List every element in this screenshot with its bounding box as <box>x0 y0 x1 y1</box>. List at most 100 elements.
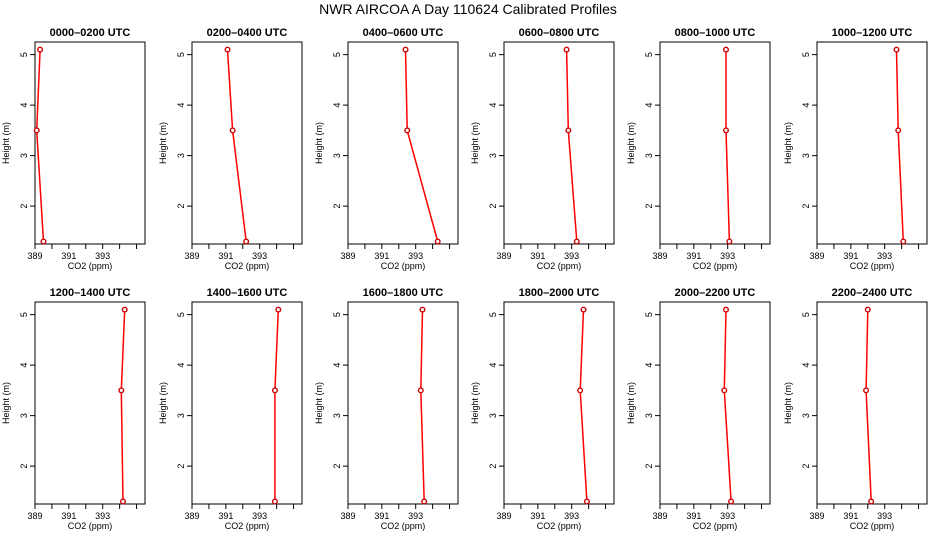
series-line <box>120 309 126 502</box>
data-point <box>563 46 570 53</box>
y-tick-label: 5 <box>332 312 342 317</box>
plot-frame <box>191 41 303 245</box>
panel-4: 0600–0800 UTC 389 391 393 2 3 4 5 CO2 (ppm) Heigh… <box>470 27 615 271</box>
panel-12: 2200–2400 UTC 389 391 393 2 3 4 5 CO2 (ppm) Heigh… <box>783 287 928 531</box>
y-tick-label: 2 <box>801 464 811 469</box>
x-tick-label: 391 <box>843 511 858 521</box>
y-tick-label: 4 <box>801 363 811 368</box>
y-tick-label: 3 <box>801 413 811 418</box>
x-tick-label: 391 <box>686 511 701 521</box>
panel-title: 0000–0200 UTC <box>50 27 131 39</box>
plot-frame <box>191 301 303 505</box>
x-axis-label: CO2 (ppm) <box>381 261 426 271</box>
data-point <box>726 238 733 245</box>
x-tick-label: 393 <box>877 511 892 521</box>
y-tick-label: 5 <box>332 52 342 57</box>
y-tick-label: 4 <box>19 363 29 368</box>
series-line <box>35 49 45 242</box>
x-tick-label: 391 <box>686 251 701 261</box>
panel-2: 0200–0400 UTC 389 391 393 2 3 4 5 CO2 (ppm) Heigh… <box>158 27 303 271</box>
data-point <box>723 46 730 53</box>
plot-frame <box>347 301 459 505</box>
plot-frame <box>816 41 928 245</box>
y-axis-label: Height (m) <box>1 122 11 164</box>
y-tick-label: 3 <box>801 153 811 158</box>
y-tick-label: 5 <box>19 312 29 317</box>
panel-9: 1600–1800 UTC 389 391 393 2 3 4 5 CO2 (ppm) Heigh… <box>314 287 459 531</box>
y-tick-label: 4 <box>801 103 811 108</box>
x-tick-label: 391 <box>61 511 76 521</box>
plot-frame <box>347 41 459 245</box>
data-point <box>33 127 40 134</box>
data-point <box>565 127 572 134</box>
panel-6: 1000–1200 UTC 389 391 393 2 3 4 5 CO2 (ppm) Heigh… <box>783 27 928 271</box>
y-tick-label: 2 <box>332 204 342 209</box>
y-tick-label: 4 <box>332 103 342 108</box>
y-tick-label: 2 <box>19 464 29 469</box>
panel-1: 0000–0200 UTC 389 391 393 2 3 4 5 CO2 (ppm) Heigh… <box>1 27 146 271</box>
x-axis-label: CO2 (ppm) <box>537 521 582 531</box>
x-tick-label: 391 <box>530 251 545 261</box>
x-tick-label: 389 <box>27 251 42 261</box>
x-tick-label: 391 <box>374 511 389 521</box>
panel-title: 1800–2000 UTC <box>519 287 600 299</box>
x-tick-label: 393 <box>564 511 579 521</box>
y-tick-label: 2 <box>644 204 654 209</box>
panel-8: 1400–1600 UTC 389 391 393 2 3 4 5 CO2 (ppm) Heigh… <box>158 287 303 531</box>
y-tick-label: 3 <box>644 153 654 158</box>
x-tick-label: 389 <box>809 511 824 521</box>
panel-7: 1200–1400 UTC 389 391 393 2 3 4 5 CO2 (ppm) Heigh… <box>1 287 146 531</box>
x-axis-label: CO2 (ppm) <box>693 521 738 531</box>
series-line <box>226 49 247 242</box>
y-axis-label: Height (m) <box>783 122 793 164</box>
panel-10: 1800–2000 UTC 389 391 393 2 3 4 5 CO2 (ppm) Heigh… <box>470 287 615 531</box>
x-axis-label: CO2 (ppm) <box>850 521 895 531</box>
y-tick-label: 4 <box>176 103 186 108</box>
x-tick-label: 389 <box>340 251 355 261</box>
y-tick-label: 2 <box>176 464 186 469</box>
x-axis-label: CO2 (ppm) <box>225 521 270 531</box>
x-tick-label: 389 <box>340 511 355 521</box>
data-point <box>895 127 902 134</box>
y-tick-label: 4 <box>488 363 498 368</box>
data-point <box>580 306 587 313</box>
data-point <box>37 46 44 53</box>
x-tick-label: 393 <box>408 251 423 261</box>
y-tick-label: 2 <box>644 464 654 469</box>
y-axis-label: Height (m) <box>314 382 324 424</box>
series-line <box>723 309 732 502</box>
data-point <box>417 387 424 394</box>
plot-frame <box>816 301 928 505</box>
x-axis-label: CO2 (ppm) <box>225 261 270 271</box>
y-tick-label: 2 <box>332 464 342 469</box>
y-axis-label: Height (m) <box>158 122 168 164</box>
y-axis-label: Height (m) <box>470 122 480 164</box>
y-tick-label: 4 <box>644 363 654 368</box>
x-tick-label: 391 <box>61 251 76 261</box>
data-point <box>723 306 730 313</box>
x-tick-label: 389 <box>809 251 824 261</box>
series-line <box>274 309 280 502</box>
plot-frame <box>659 41 771 245</box>
data-point <box>271 498 278 505</box>
x-tick-label: 389 <box>652 251 667 261</box>
y-tick-label: 4 <box>488 103 498 108</box>
plot-frame <box>34 301 146 505</box>
y-tick-label: 2 <box>488 204 498 209</box>
y-tick-label: 5 <box>19 52 29 57</box>
data-point <box>224 46 231 53</box>
y-tick-label: 3 <box>176 413 186 418</box>
x-tick-label: 393 <box>252 511 267 521</box>
figure-title: NWR AIRCOA A Day 110624 Calibrated Profi… <box>319 1 617 17</box>
x-tick-label: 389 <box>184 511 199 521</box>
y-tick-label: 3 <box>332 413 342 418</box>
data-point <box>723 127 730 134</box>
y-tick-label: 3 <box>19 413 29 418</box>
y-tick-label: 3 <box>332 153 342 158</box>
y-tick-label: 2 <box>488 464 498 469</box>
x-tick-label: 391 <box>530 511 545 521</box>
y-tick-label: 4 <box>176 363 186 368</box>
data-point <box>864 306 871 313</box>
y-axis-label: Height (m) <box>1 382 11 424</box>
